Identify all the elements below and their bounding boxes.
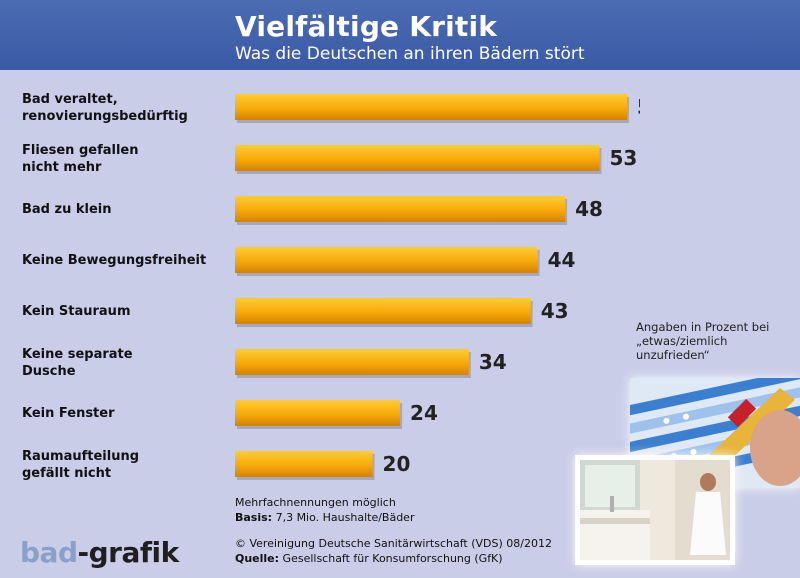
category-label-2: Bad zu klein [22, 202, 112, 217]
value-label-5: 34 [479, 350, 507, 374]
bar-4 [235, 298, 531, 324]
footnote-basis: Basis: 7,3 Mio. Haushalte/Bäder [235, 511, 414, 524]
bar-6 [235, 400, 401, 426]
category-label-3: Keine Bewegungsfreiheit [22, 253, 206, 268]
bathroom-photo [575, 455, 735, 565]
bar-3 [235, 247, 538, 273]
chart-subtitle: Was die Deutschen an ihren Bädern stört [235, 44, 585, 64]
category-label-0: Bad veraltet, renovierungsbedürftig [22, 92, 188, 124]
basis-text: 7,3 Mio. Haushalte/Bäder [272, 511, 415, 524]
chart-title: Vielfältige Kritik [235, 10, 498, 43]
logo-part-grafik: -grafik [77, 536, 179, 569]
value-label-7: 20 [383, 452, 411, 476]
bar-1 [235, 145, 600, 171]
value-label-6: 24 [410, 401, 438, 425]
source-label: Quelle: [235, 552, 280, 565]
bar-7 [235, 451, 373, 477]
bar-2 [235, 196, 566, 222]
footnote-source: Quelle: Gesellschaft für Konsumforschung… [235, 552, 503, 565]
basis-label: Basis: [235, 511, 273, 524]
bar-chart: 57 Bad veraltet,renovierungsbedürftig 53 Fl… [22, 92, 640, 481]
category-label-6: Kein Fenster [22, 406, 115, 421]
bar-5 [235, 349, 469, 375]
value-label-1: 53 [609, 146, 637, 170]
footnote-copyright: © Vereinigung Deutsche Sanitärwirtschaft… [235, 537, 552, 550]
category-label-7: Raumaufteilung gefällt nicht [22, 449, 139, 481]
bar-0 [235, 94, 627, 120]
logo-part-bad: bad [20, 536, 78, 569]
value-label-3: 44 [548, 248, 576, 272]
footnote-multiple: Mehrfachnennungen möglich [235, 496, 396, 509]
category-label-1: Fliesen gefallen nicht mehr [22, 143, 138, 175]
source-text: Gesellschaft für Konsumforschung (GfK) [279, 552, 503, 565]
value-label-0: 57 [637, 95, 640, 119]
unit-note: Angaben in Prozent bei „etwas/ziemlich u… [636, 320, 770, 362]
value-label-4: 43 [541, 299, 569, 323]
category-label-4: Kein Stauraum [22, 304, 131, 319]
bad-grafik-logo: bad-grafik [20, 536, 179, 569]
category-label-5: Keine separate Dusche [22, 347, 133, 379]
value-label-2: 48 [575, 197, 603, 221]
header-banner: Vielfältige Kritik Was die Deutschen an … [0, 0, 800, 70]
